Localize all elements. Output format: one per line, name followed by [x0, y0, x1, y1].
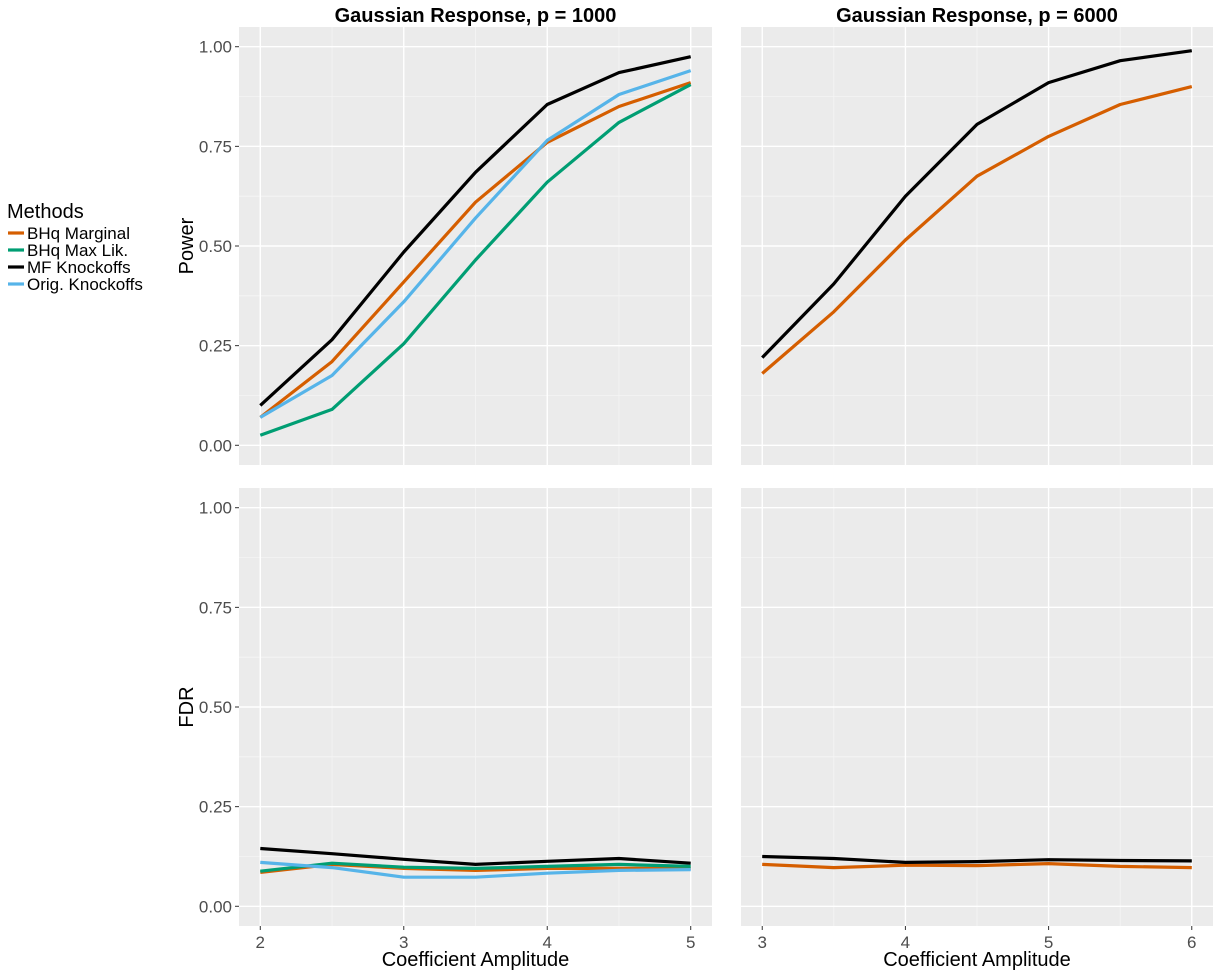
series-line-bhq-marginal — [761, 85, 1193, 375]
series-line-mf-knockoffs — [762, 854, 1192, 865]
series-line-mf-knockoffs — [259, 55, 692, 407]
panel-3: 0.00 0.25 0.50 0.75 1.00 2 3 4 5 Coefficient Ampl… — [176, 488, 712, 971]
x-tick-label: 5 — [1044, 933, 1053, 952]
series-line-mf-knockoffs — [761, 49, 1193, 359]
legend-label: BHq Marginal — [27, 224, 130, 243]
y-tick-label: 0.75 — [199, 598, 232, 617]
x-tick-label: 3 — [758, 933, 767, 952]
series-line-orig-knockoffs — [259, 69, 692, 419]
series-line-mf-knockoffs — [260, 846, 691, 867]
y-axis-title: FDR — [176, 686, 198, 727]
y-tick-label: 1.00 — [199, 499, 232, 518]
series-line-bhq-marginal — [762, 861, 1192, 870]
series-line-bhq-marginal — [259, 81, 692, 419]
y-tick-label: 0.75 — [199, 137, 232, 156]
x-axis-title: Coefficient Amplitude — [883, 949, 1071, 971]
x-tick-label: 6 — [1187, 933, 1196, 952]
y-tick-label: 0.50 — [199, 237, 232, 256]
panel-title: Gaussian Response, p = 6000 — [836, 5, 1118, 27]
x-tick-label: 4 — [543, 933, 552, 952]
x-tick-label: 4 — [901, 933, 910, 952]
series-line-bhq-max-lik — [260, 861, 691, 873]
panel-2: Gaussian Response, p = 6000 — [741, 5, 1213, 465]
y-tick-label: 0.00 — [199, 897, 232, 916]
panel-title: Gaussian Response, p = 1000 — [335, 5, 617, 27]
y-tick-label: 0.50 — [199, 698, 232, 717]
legend-label: BHq Max Lik. — [27, 241, 128, 260]
y-tick-label: 0.25 — [199, 337, 232, 356]
y-axis-title: Power — [176, 217, 198, 274]
legend-label: Orig. Knockoffs — [27, 275, 143, 294]
legend-title: Methods — [7, 201, 84, 223]
panel-1: 0.00 0.25 0.50 0.75 1.00 Power Gaussian Respon… — [176, 5, 712, 465]
panel-4: 3 4 5 6 Coefficient Amplitude — [741, 488, 1213, 971]
y-tick-label: 1.00 — [199, 38, 232, 57]
x-tick-label: 5 — [686, 933, 695, 952]
y-tick-label: 0.25 — [199, 798, 232, 817]
x-tick-label: 2 — [256, 933, 265, 952]
x-axis-title: Coefficient Amplitude — [382, 949, 570, 971]
series-line-bhq-max-lik — [259, 83, 692, 437]
series-line-orig-knockoffs — [260, 860, 691, 879]
legend-label: MF Knockoffs — [27, 258, 131, 277]
x-tick-label: 3 — [399, 933, 408, 952]
y-tick-label: 0.00 — [199, 436, 232, 455]
